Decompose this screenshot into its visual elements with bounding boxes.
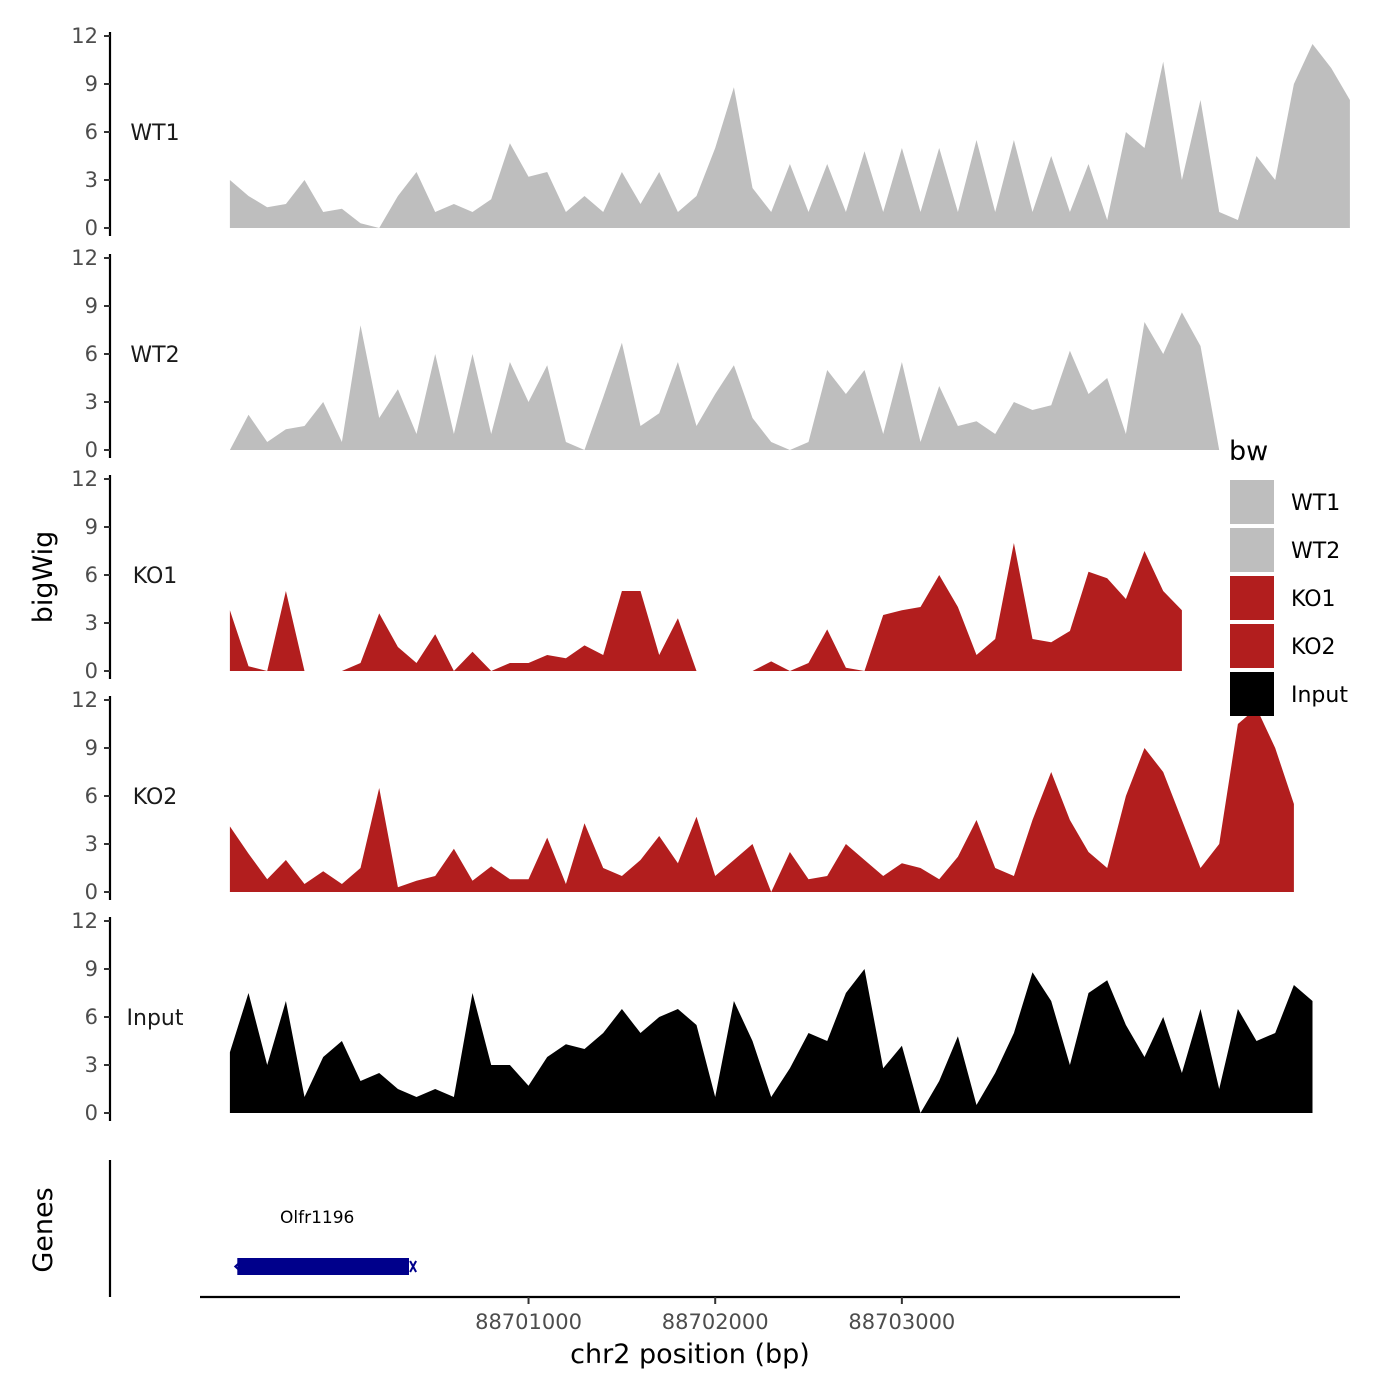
track-area-ko2: [229, 708, 1294, 892]
track-label-ko2: KO2: [133, 785, 178, 810]
legend-label-wt2: WT2: [1291, 539, 1340, 564]
x-tick-label: 88702000: [662, 1310, 769, 1334]
gene-strand-arrow-icon: [233, 1260, 242, 1273]
track-area-wt2: [229, 312, 1220, 450]
legend: bw WT1 WT2 KO1 KO2 Input: [1229, 436, 1348, 716]
y-tick-label: 12: [71, 467, 98, 491]
genes-panel: Olfr1196: [108, 1160, 417, 1297]
gene-label: Olfr1196: [280, 1208, 354, 1228]
track-label-wt2: WT2: [130, 343, 179, 368]
y-tick-label: 3: [85, 390, 98, 414]
y-tick-label: 6: [85, 784, 98, 808]
y-tick-label: 9: [85, 957, 98, 981]
x-axis-title: chr2 position (bp): [570, 1339, 810, 1370]
legend-key-wt1: [1230, 480, 1274, 524]
y-tick-label: 0: [85, 1101, 98, 1125]
track-panel-wt2: 0 3 6 9 12 WT2: [71, 246, 1220, 462]
legend-label-input: Input: [1291, 683, 1348, 708]
track-label-wt1: WT1: [130, 121, 179, 146]
legend-key-ko2: [1230, 624, 1274, 668]
y-tick-label: 12: [71, 24, 98, 48]
x-axis: 88701000 88702000 88703000: [200, 1295, 1180, 1334]
y-tick-label: 12: [71, 688, 98, 712]
track-label-input: Input: [127, 1006, 184, 1031]
x-tick-label: 88701000: [475, 1310, 582, 1334]
y-tick-label: 3: [85, 1053, 98, 1077]
x-tick-label: 88703000: [848, 1310, 955, 1334]
genes-axis-title: Genes: [28, 1187, 59, 1272]
y-tick-label: 0: [85, 659, 98, 683]
y-tick-label: 3: [85, 168, 98, 192]
y-tick-label: 12: [71, 246, 98, 270]
track-panel-wt1: 0 3 6 9 12 WT1: [71, 24, 1350, 240]
y-tick-label: 6: [85, 1005, 98, 1029]
track-panel-ko1: 0 3 6 9 12 KO1: [71, 467, 1182, 683]
legend-key-wt2: [1230, 528, 1274, 572]
track-panel-input: 0 3 6 9 12 Input: [71, 909, 1313, 1125]
y-tick-label: 9: [85, 294, 98, 318]
y-tick-label: 6: [85, 120, 98, 144]
y-tick-label: 9: [85, 72, 98, 96]
legend-title: bw: [1229, 436, 1268, 467]
track-area-ko1: [229, 543, 1182, 671]
y-tick-label: 3: [85, 611, 98, 635]
y-tick-label: 3: [85, 832, 98, 856]
y-tick-label: 0: [85, 216, 98, 240]
tracks-group: 0 3 6 9 12 WT1 0 3 6 9 12 WT2 0 3 6 9 12 KO1 0 3 6 9 12 KO2 0 3 6 9…: [71, 24, 1350, 1125]
legend-label-ko1: KO1: [1291, 587, 1336, 612]
y-tick-label: 6: [85, 563, 98, 587]
y-tick-label: 0: [85, 438, 98, 462]
y-tick-label: 12: [71, 909, 98, 933]
y-tick-label: 6: [85, 342, 98, 366]
gene-body: [237, 1258, 409, 1275]
legend-label-wt1: WT1: [1291, 491, 1340, 516]
legend-key-input: [1230, 672, 1274, 716]
gene-end-mark-icon: [409, 1260, 417, 1273]
legend-label-ko2: KO2: [1291, 635, 1336, 660]
track-panel-ko2: 0 3 6 9 12 KO2: [71, 688, 1294, 904]
track-label-ko1: KO1: [133, 564, 178, 589]
track-area-input: [229, 969, 1313, 1113]
y-tick-label: 0: [85, 880, 98, 904]
y-tick-label: 9: [85, 515, 98, 539]
legend-key-ko1: [1230, 576, 1274, 620]
y-tick-label: 9: [85, 736, 98, 760]
track-area-wt1: [229, 44, 1350, 228]
y-axis-title: bigWig: [28, 531, 59, 624]
